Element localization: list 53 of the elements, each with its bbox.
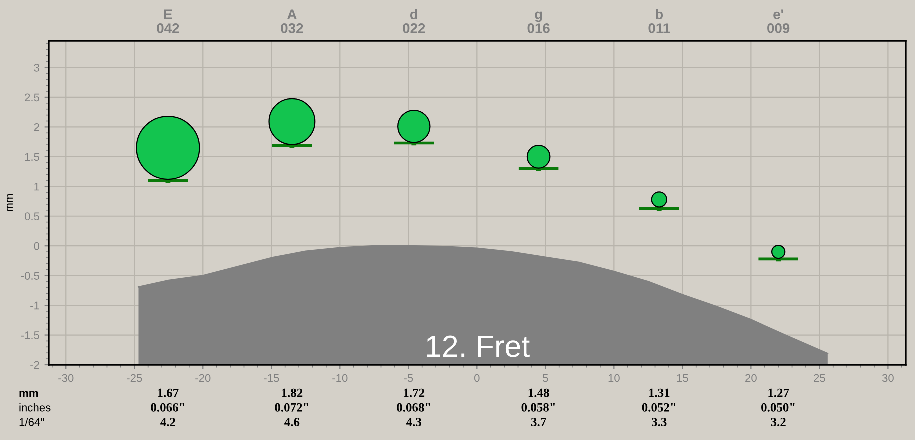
y-tick-label: 1 bbox=[34, 183, 40, 191]
x-tick-label: 30 bbox=[882, 374, 894, 382]
x-tick-label: 25 bbox=[814, 374, 826, 382]
text: 0.066" bbox=[151, 403, 184, 412]
text: 3.3 bbox=[652, 418, 667, 427]
text: 0.050" bbox=[762, 403, 795, 412]
text: 3.2 bbox=[771, 418, 786, 427]
x-tick-label: 15 bbox=[677, 374, 688, 382]
y-tick-label: 2 bbox=[34, 123, 40, 132]
text: 1.31 bbox=[649, 388, 670, 398]
y-tick-label: 2.5 bbox=[25, 94, 40, 102]
text: A 032 bbox=[281, 10, 304, 34]
y-tick-label: -1 bbox=[30, 302, 40, 310]
x-tick-label: -25 bbox=[127, 374, 142, 382]
x-tick-label: -5 bbox=[404, 374, 414, 382]
text: 1/64" bbox=[20, 418, 44, 426]
text: 1.82 bbox=[282, 388, 303, 398]
y-tick-label: -1.5 bbox=[21, 332, 40, 340]
text: 4.6 bbox=[284, 418, 300, 427]
text: 4.3 bbox=[406, 418, 422, 427]
x-tick-label: 5 bbox=[543, 374, 548, 382]
x-tick-label: 0 bbox=[474, 374, 480, 382]
annotation: 12. Fret bbox=[427, 336, 530, 358]
y-tick-label: 0 bbox=[34, 242, 40, 250]
x-tick-label: -10 bbox=[332, 374, 348, 382]
y-tick-label: 3 bbox=[34, 64, 40, 72]
text: b 011 bbox=[648, 9, 670, 34]
text: 0.072" bbox=[275, 403, 308, 412]
x-tick-label: 20 bbox=[746, 374, 757, 382]
y-tick-label: -0.5 bbox=[21, 272, 40, 280]
x-tick-label: -15 bbox=[264, 374, 280, 382]
x-tick-label: 10 bbox=[608, 374, 620, 382]
y-axis-title: mm bbox=[6, 194, 13, 212]
text: g 016 bbox=[528, 12, 550, 34]
x-tick-label: -30 bbox=[58, 374, 74, 382]
text: d 022 bbox=[403, 9, 426, 34]
text: 1.67 bbox=[158, 388, 179, 398]
text: 1.48 bbox=[528, 388, 550, 398]
text: 4.2 bbox=[160, 418, 176, 427]
text: 0.052" bbox=[642, 403, 676, 412]
y-tick-label: -2 bbox=[30, 361, 40, 370]
text: 1.27 bbox=[768, 388, 790, 398]
text: E 042 bbox=[157, 10, 180, 34]
text: 1.72 bbox=[404, 388, 425, 398]
text: e' 009 bbox=[768, 10, 790, 34]
y-tick-label: 0.5 bbox=[24, 212, 40, 221]
y-tick-label: 1.5 bbox=[25, 153, 40, 162]
text: 0.058" bbox=[522, 403, 555, 412]
text: 0.068" bbox=[397, 403, 430, 412]
x-tick-label: -20 bbox=[196, 374, 211, 382]
text: mm bbox=[20, 391, 38, 398]
text: 3.7 bbox=[531, 418, 546, 427]
text: inches bbox=[20, 404, 51, 412]
